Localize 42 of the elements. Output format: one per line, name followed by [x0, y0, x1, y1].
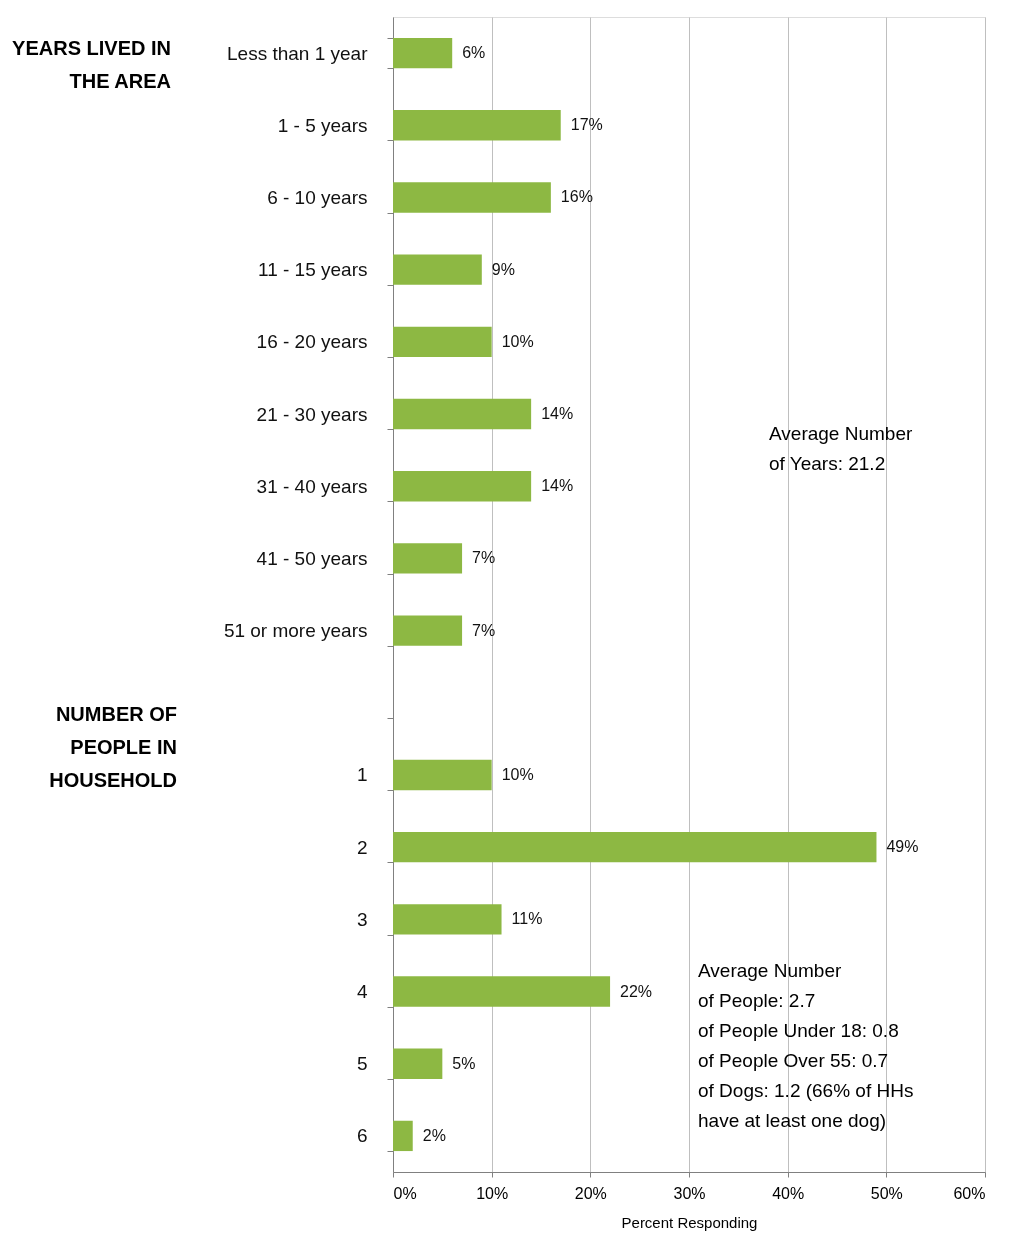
y-tick-label: 3 — [356, 908, 368, 930]
text: YEARS LIVED IN THE AREA — [12, 37, 171, 92]
annotation: Average Number of Years: 21.2 — [769, 423, 913, 474]
y-tick-label: 51 or more years — [223, 620, 368, 642]
data-label: 2% — [422, 1126, 446, 1144]
data-label: 16% — [560, 188, 593, 206]
data-label: 22% — [620, 982, 653, 1000]
data-label: 14% — [541, 405, 574, 423]
data-label: 17% — [570, 116, 603, 134]
annotation: Average Number of People: 2.7 of People Under 18: 0.8 of People Over 55: 0.7 of Dogs: 1.2 (66% of HHs have at least one dog) — [698, 960, 914, 1131]
y-tick-label: 31 - 40 years — [256, 475, 368, 497]
x-tick-label: 20% — [574, 1184, 607, 1202]
y-tick-label: 41 - 50 years — [256, 547, 368, 569]
y-tick-label: Less than 1 year — [227, 42, 369, 64]
x-tick-label: 0% — [393, 1184, 417, 1202]
x-axis-title: Percent Responding — [621, 1213, 758, 1231]
data-label: 7% — [472, 549, 496, 567]
y-tick-label: 4 — [356, 981, 368, 1003]
y-tick-label: 21 - 30 years — [256, 403, 368, 425]
x-tick-label: 30% — [673, 1184, 706, 1202]
y-tick-label: 6 — [356, 1125, 368, 1147]
data-label: 6% — [462, 44, 486, 62]
y-tick-label: 5 — [356, 1053, 368, 1075]
x-tick-label: 10% — [476, 1184, 509, 1202]
data-label: 7% — [472, 621, 496, 639]
x-tick-label: 50% — [870, 1184, 903, 1202]
data-label: 49% — [886, 838, 919, 856]
x-tick-label: 60% — [953, 1184, 986, 1202]
data-label: 9% — [491, 260, 515, 278]
y-tick-label: 1 - 5 years — [277, 114, 368, 136]
data-label: 11% — [511, 910, 543, 928]
y-tick-label: 6 - 10 years — [267, 186, 368, 208]
data-label: 10% — [501, 765, 534, 783]
y-tick-label: 1 — [356, 764, 368, 786]
y-tick-label: 16 - 20 years — [256, 331, 368, 353]
data-label: 14% — [541, 477, 574, 495]
x-tick-label: 40% — [772, 1184, 805, 1202]
text: NUMBER OF PEOPLE IN HOUSEHOLD — [49, 703, 177, 791]
data-label: 10% — [501, 332, 534, 350]
data-label: 5% — [452, 1054, 476, 1072]
y-tick-label: 11 - 15 years — [258, 259, 368, 281]
y-tick-label: 2 — [356, 836, 368, 858]
